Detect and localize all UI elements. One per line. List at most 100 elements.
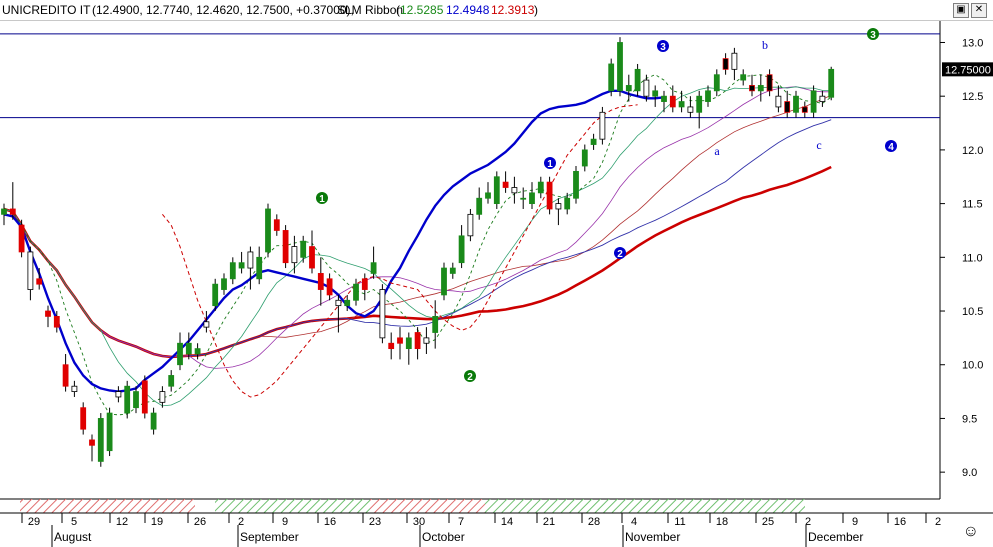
wave-label: 1 [319,194,325,205]
teal-ma [3,86,832,407]
x-tick-label: 26 [194,516,206,528]
candle [652,90,659,97]
candle [9,208,16,215]
candle [801,106,808,113]
x-tick-label: 2 [935,516,941,528]
candle [53,315,60,328]
month-label: December [808,530,863,544]
candle [405,337,412,350]
candle [335,299,342,307]
smiley-icon[interactable]: ☺ [962,523,979,540]
x-tick-label: 11 [674,516,685,528]
candle [784,101,791,113]
candle [757,85,764,92]
candle [581,149,588,167]
candle [177,342,183,366]
candle [678,101,685,108]
candle [634,68,641,92]
candle [749,85,755,92]
candle [793,95,799,113]
candle [36,278,43,285]
x-tick-label: 28 [588,516,600,528]
y-tick-label: 9.0 [962,467,977,479]
candle [229,262,236,280]
candle [493,176,500,205]
ribbon-open-paren: ( [396,3,400,17]
candle [687,106,694,113]
candle [185,342,192,355]
wave-marker [544,157,556,169]
symbol-name: UNICREDITO IT [2,3,91,17]
candle [555,203,562,210]
price-chart[interactable]: 13.0 12.5 12.0 11.5 11.0 10.5 10.0 9.5 9.0 12.750… [0,21,993,547]
candle [203,321,210,328]
candle [713,74,720,92]
wave-label: 3 [870,30,876,41]
ribbon-value-3: 12.3913 [491,3,535,17]
x-tick-label: 16 [894,516,906,528]
candle [317,273,324,290]
x-tick-label: 9 [282,516,288,528]
candle [458,235,465,264]
candle [414,332,421,350]
candle [71,385,78,392]
price-axis [940,21,993,499]
x-tick-label: 16 [324,516,336,528]
candle [731,52,738,70]
candle [282,230,289,264]
candle [133,391,139,409]
candle [97,418,104,462]
candle [18,224,25,253]
y-tick-label: 11.5 [962,199,983,211]
candle [291,246,298,264]
candle [740,74,747,81]
candle [423,337,430,344]
candle [326,278,333,296]
candle [476,197,483,215]
x-tick-label: 2 [238,516,244,528]
month-label: August [54,530,92,544]
candle [27,251,34,290]
candle [194,348,201,355]
candle [485,192,491,199]
candle [124,385,131,414]
month-label: November [625,530,680,544]
candle [819,95,826,102]
candle [353,283,359,301]
candle [537,181,544,194]
candle [388,342,395,350]
ribbon-value-2: 12.4948 [446,3,490,17]
candle [775,95,782,108]
wave-letter: c [816,138,821,152]
candle [608,63,615,92]
candle [159,391,166,403]
candle [573,170,579,199]
close-icon[interactable]: ✕ [971,3,987,18]
candle [599,111,606,140]
candle [546,181,553,210]
wave-label: 4 [888,142,894,153]
wave-marker [316,192,328,204]
candle [441,267,447,296]
restore-icon[interactable]: ▣ [953,3,969,18]
chart-header: UNICREDITO IT (12.4900, 12.7740, 12.4620… [0,0,993,21]
x-tick-label: 21 [543,516,555,528]
x-tick-label: 5 [71,516,77,528]
candle [212,283,219,307]
candle [722,58,729,70]
x-tick-label: 4 [631,516,637,528]
y-tick-label: 12.0 [962,145,983,157]
candle [661,95,667,102]
candle [265,208,271,253]
wave-marker [885,140,897,152]
candle [115,391,122,398]
candle [669,95,676,108]
wave-marker [867,28,879,40]
x-tick-label: 12 [116,516,128,528]
candle [449,267,456,274]
indicator-name: SLM Ribbon [337,3,404,17]
y-tick-label: 9.5 [962,413,977,425]
candle [617,42,623,92]
candle [625,85,632,92]
y-tick-label: 12.5 [962,91,983,103]
